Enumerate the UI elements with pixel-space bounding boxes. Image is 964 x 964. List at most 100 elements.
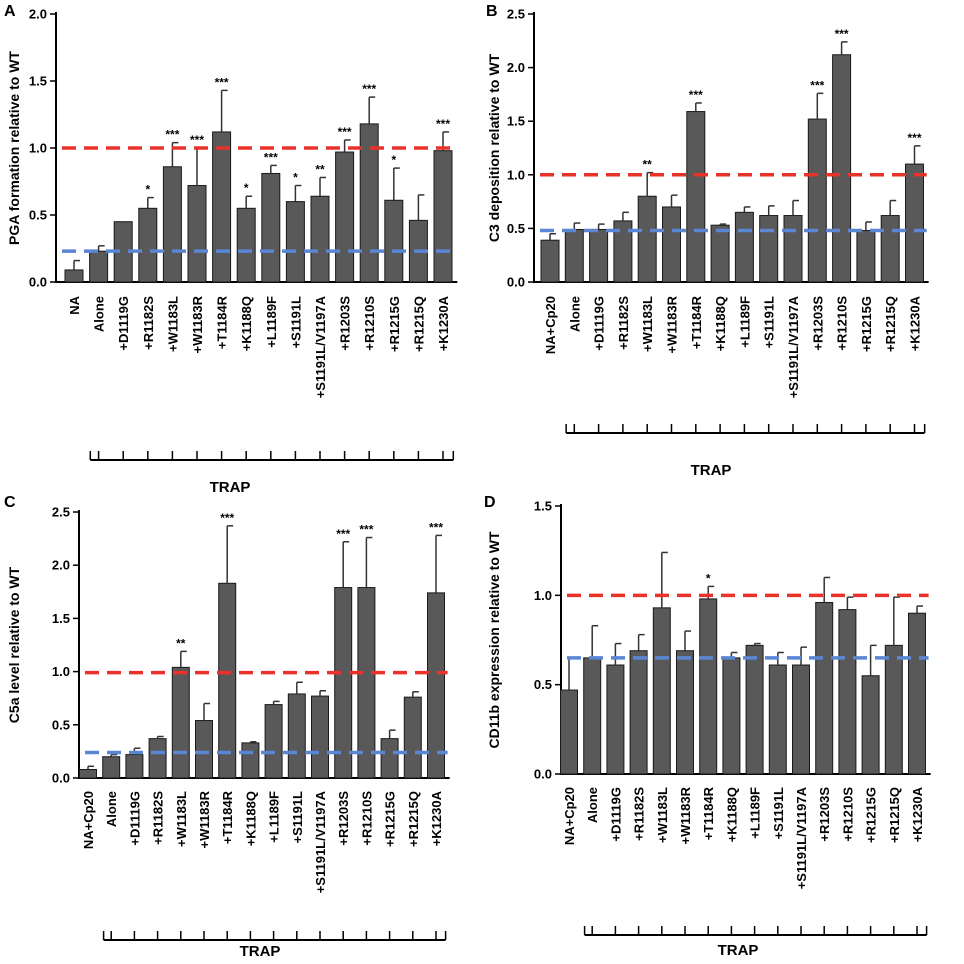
x-tick-label: +R1215G (387, 296, 402, 352)
x-tick-label: +T1184R (689, 295, 704, 349)
bar--r1203s (335, 151, 355, 283)
bar--w1183l (171, 666, 190, 779)
y-axis-label: C3 deposition relative to WT (486, 53, 502, 242)
y-tick-label: 0.5 (52, 717, 70, 732)
bar--s1191l (285, 201, 305, 283)
significance-label: *** (336, 527, 350, 541)
significance-label: ** (643, 158, 653, 172)
x-tick-label: +S1191L/V1197A (786, 295, 801, 398)
bar--l1189f (734, 211, 754, 283)
x-tick-label: +K1188Q (239, 296, 254, 351)
significance-label: * (145, 183, 150, 197)
x-tick-label: +R1182S (141, 296, 156, 350)
x-tick-label: Alone (104, 791, 119, 827)
x-tick-label: +R1210S (359, 791, 374, 846)
x-tick-label: +L1189F (748, 787, 763, 839)
x-tick-label: +W1183R (678, 786, 693, 844)
y-tick-label: 2.0 (507, 60, 525, 75)
x-tick-label: +R1215Q (883, 296, 898, 352)
y-tick-label: 1.5 (534, 499, 552, 514)
x-tick-label: +D1119G (592, 296, 607, 351)
x-tick-label: +K1188Q (243, 791, 258, 846)
x-tick-label: +D1119G (127, 791, 142, 846)
bar--t1184r (212, 131, 232, 283)
panel-letter: B (486, 3, 498, 20)
panel-a: A PGA formation relative to WT 0.0 0.5 1.0 1.… (4, 3, 458, 496)
y-tick-label: 0.0 (507, 275, 525, 290)
bar--t1184r (699, 598, 718, 775)
x-tick-label: +R1182S (151, 791, 166, 845)
significance-label: *** (165, 128, 179, 142)
bar--r1182s (629, 650, 648, 775)
bar--r1215g (384, 199, 404, 283)
panel-letter: C (4, 494, 16, 511)
x-tick-label: +K1188Q (713, 296, 728, 351)
bar--w1183r (187, 185, 207, 283)
group-label: TRAP (210, 479, 251, 496)
bar--r1215g (856, 230, 876, 283)
bar-alone (583, 657, 602, 775)
bar--k1188q (236, 207, 256, 283)
x-tick-label: +R1210S (840, 787, 855, 842)
x-tick-label: +W1183L (165, 296, 180, 352)
bar-alone (102, 756, 121, 779)
y-tick-label: 1.0 (507, 167, 525, 182)
x-tick-label: +S1191L (762, 296, 777, 348)
x-tick-label: +W1183L (174, 791, 189, 847)
bar--k1188q (710, 224, 730, 283)
x-tick-label: Alone (585, 787, 600, 823)
bar--r1210s (832, 54, 852, 283)
bar--d1119g (589, 228, 609, 283)
x-tick-label: +S1191L (290, 791, 305, 843)
x-tick-label: +K1230A (908, 295, 923, 351)
bar--r1215q (880, 215, 900, 283)
y-axis-label: PGA formation relative to WT (6, 51, 22, 245)
bar--k1230a (427, 592, 445, 779)
x-tick-label: +W1183L (655, 787, 670, 843)
x-tick-label: +K1230A (429, 790, 444, 846)
bar-na-cp20 (79, 768, 97, 779)
significance-label: *** (362, 82, 376, 96)
bar--s1191l-v1197a (792, 664, 810, 775)
y-tick-label: 1.0 (52, 664, 70, 679)
group-label: TRAP (718, 942, 759, 959)
significance-label: *** (429, 520, 443, 534)
bar--d1119g (125, 754, 144, 779)
y-tick-label: 0.5 (507, 221, 525, 236)
y-tick-label: 2.5 (507, 7, 525, 22)
x-tick-label: +K1230A (436, 295, 451, 351)
bar--s1191l (287, 693, 306, 779)
x-tick-label: +R1215Q (411, 296, 426, 352)
x-tick-label: Alone (92, 296, 107, 332)
bar--l1189f (264, 704, 283, 779)
bar--s1191l (768, 664, 787, 775)
y-tick-label: 1.5 (507, 114, 525, 129)
x-tick-label: +R1215G (859, 296, 874, 352)
y-tick-label: 2.0 (29, 7, 47, 22)
y-tick-label: 0.0 (52, 771, 70, 786)
bar--s1191l-v1197a (310, 195, 330, 283)
y-tick-label: 1.0 (29, 141, 47, 156)
bar--w1183l (162, 166, 182, 283)
x-tick-label: +W1183R (665, 295, 680, 353)
x-tick-label: +W1183L (640, 296, 655, 352)
significance-label: *** (907, 131, 921, 145)
bar--r1215q (884, 644, 903, 775)
significance-label: *** (190, 133, 204, 147)
bar--r1215g (380, 738, 399, 779)
bar--t1184r (686, 111, 706, 283)
significance-label: * (244, 181, 249, 195)
x-tick-label: +R1203S (338, 296, 353, 351)
y-tick-label: 0.5 (534, 677, 552, 692)
bar--k1230a (908, 612, 926, 775)
bar--l1189f (261, 172, 281, 283)
bar--r1203s (807, 118, 827, 283)
x-tick-label: +R1182S (632, 787, 647, 841)
bar--s1191l (759, 215, 779, 283)
significance-label: * (706, 571, 711, 585)
significance-label: ** (315, 162, 325, 176)
group-label: TRAP (691, 462, 732, 479)
significance-label: *** (810, 78, 824, 92)
significance-label: *** (264, 150, 278, 164)
y-axis-label: CD11b expression relative to WT (486, 531, 502, 749)
